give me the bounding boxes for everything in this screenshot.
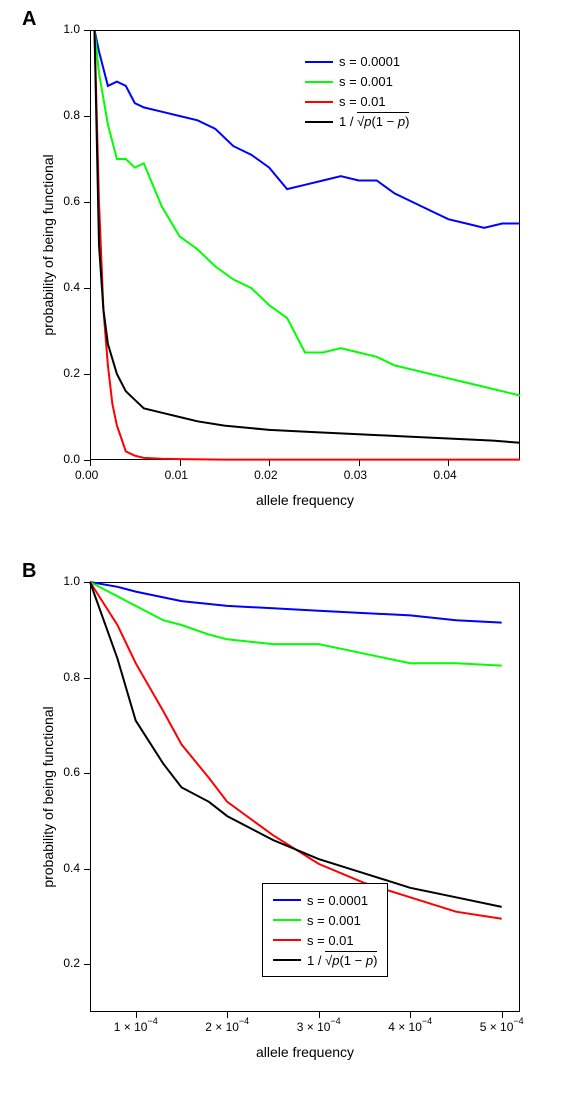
legend: s = 0.0001 s = 0.001 s = 0.01 1 / √p(1 − p)	[262, 883, 388, 977]
legend-item: s = 0.001	[273, 910, 377, 930]
y-tick-label: 1.0	[63, 22, 80, 36]
x-tick	[227, 1012, 228, 1018]
legend-swatch	[273, 919, 301, 921]
x-tick-label: 0.03	[344, 468, 367, 482]
legend-swatch	[305, 121, 333, 123]
x-tick-label: 3 × 10−4	[297, 1020, 341, 1034]
legend-item: s = 0.001	[305, 72, 409, 92]
legend-label: s = 0.01	[339, 94, 386, 109]
legend-swatch	[273, 959, 301, 961]
y-tick-label: 1.0	[63, 574, 80, 588]
x-tick-label: 0.00	[75, 468, 98, 482]
y-tick-label: 0.8	[63, 108, 80, 122]
legend-swatch	[273, 939, 301, 941]
y-tick-label: 0.6	[63, 765, 80, 779]
series-line	[90, 582, 502, 623]
x-axis-label: allele frequency	[90, 1044, 520, 1060]
x-tick	[136, 1012, 137, 1018]
x-tick-label: 0.01	[165, 468, 188, 482]
legend-item: s = 0.0001	[273, 890, 377, 910]
legend-swatch	[273, 899, 301, 901]
legend-label: s = 0.001	[339, 74, 393, 89]
figure: A B 0.0 0.2 0.4 0.6 0.8 1.0 0.00 0.01 0.02 0.03 0.…	[0, 0, 562, 1114]
y-axis-label: probability of being functional	[40, 145, 56, 345]
panel-b-label: B	[22, 560, 36, 583]
y-tick-label: 0.4	[63, 280, 80, 294]
y-tick-label: 0.2	[63, 366, 80, 380]
series-line	[90, 582, 502, 919]
legend: s = 0.0001 s = 0.001 s = 0.01 1 / √p(1 − p)	[305, 52, 409, 132]
legend-label: s = 0.0001	[307, 893, 368, 908]
x-tick	[269, 460, 270, 466]
x-tick-label: 0.04	[433, 468, 456, 482]
y-axis-label: probability of being functional	[40, 697, 56, 897]
legend-label: 1 / √p(1 − p)	[307, 953, 377, 968]
y-tick-label: 0.8	[63, 670, 80, 684]
legend-item: s = 0.01	[305, 92, 409, 112]
series-line	[90, 582, 502, 907]
x-tick	[319, 1012, 320, 1018]
legend-swatch	[305, 101, 333, 103]
legend-swatch	[305, 61, 333, 63]
x-tick-label: 1 × 10−4	[114, 1020, 158, 1034]
x-tick	[359, 460, 360, 466]
x-axis-label: allele frequency	[90, 492, 520, 508]
legend-label: s = 0.001	[307, 913, 361, 928]
legend-swatch	[305, 81, 333, 83]
y-tick-label: 0.6	[63, 194, 80, 208]
y-tick-label: 0.2	[63, 956, 80, 970]
x-tick-label: 0.02	[254, 468, 277, 482]
legend-label: 1 / √p(1 − p)	[339, 114, 409, 129]
y-tick-label: 0.0	[63, 452, 80, 466]
x-tick	[90, 460, 91, 466]
x-tick	[448, 460, 449, 466]
legend-item: s = 0.0001	[305, 52, 409, 72]
legend-label: s = 0.01	[307, 933, 354, 948]
x-tick-label: 5 × 10−4	[480, 1020, 524, 1034]
legend-label: s = 0.0001	[339, 54, 400, 69]
x-tick	[502, 1012, 503, 1018]
x-tick-label: 4 × 10−4	[388, 1020, 432, 1034]
y-tick-label: 0.4	[63, 861, 80, 875]
x-tick-label: 2 × 10−4	[205, 1020, 249, 1034]
x-tick	[180, 460, 181, 466]
panel-a-label: A	[22, 8, 36, 31]
x-tick	[410, 1012, 411, 1018]
legend-item: 1 / √p(1 − p)	[273, 950, 377, 970]
legend-item: s = 0.01	[273, 930, 377, 950]
legend-item: 1 / √p(1 − p)	[305, 112, 409, 132]
